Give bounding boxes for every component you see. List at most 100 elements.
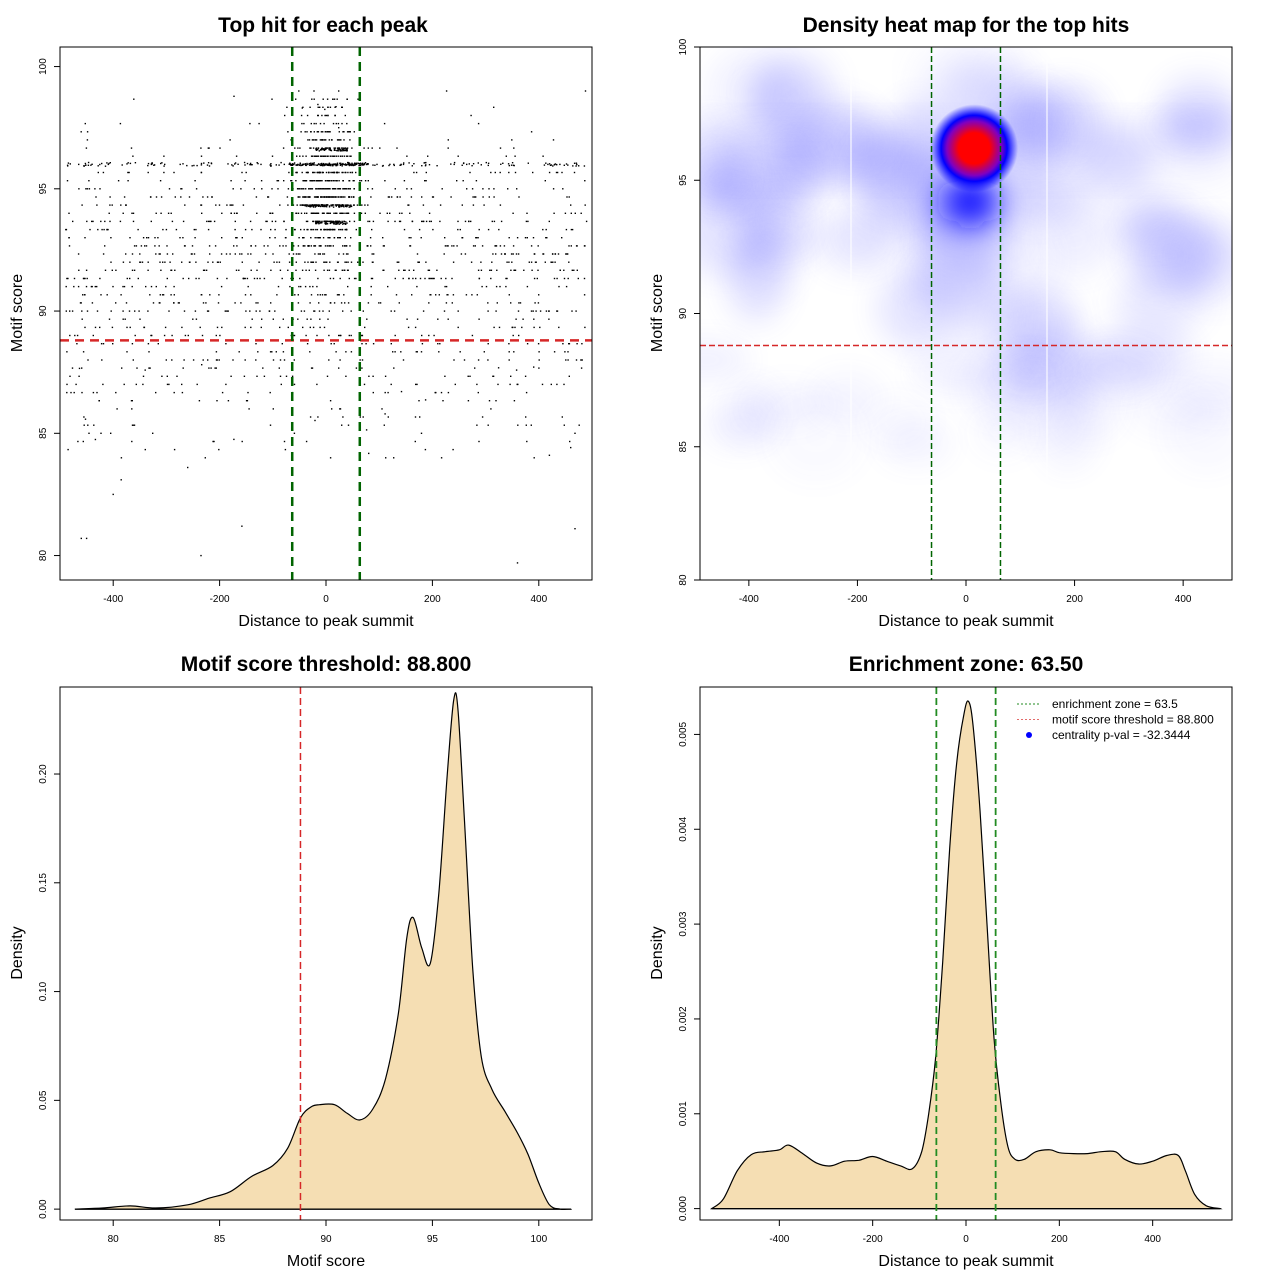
data-point [317,294,319,296]
data-point [84,294,86,296]
data-point [326,98,329,100]
data-point [66,351,68,353]
data-point [69,163,71,165]
data-point [554,261,556,263]
data-point [565,359,567,361]
data-point [293,432,296,434]
data-point [84,162,87,165]
data-point [182,220,185,223]
data-point [262,367,264,369]
data-point [524,375,527,377]
data-point [77,253,80,255]
data-point [553,212,555,214]
data-point [282,351,285,353]
data-point [327,155,329,157]
data-point [570,245,572,247]
data-point [508,164,510,167]
data-point [173,294,175,296]
data-point [332,228,334,231]
data-point [162,261,164,263]
data-point [408,237,410,239]
data-point [261,188,263,190]
data-point [338,131,340,133]
data-point [128,310,131,312]
data-point [286,106,288,108]
x-tick-label: -400 [769,1234,789,1245]
data-point [492,253,494,255]
data-point [125,253,127,255]
data-point [447,294,449,296]
data-point [298,285,300,288]
data-point [321,180,323,182]
data-point [234,162,237,164]
data-point [265,220,267,223]
data-point [78,375,80,377]
data-point [512,334,514,337]
data-point [427,155,429,157]
data-point [319,204,321,206]
data-point [245,400,248,402]
data-point [339,237,341,239]
data-point [319,155,322,157]
data-point [440,391,443,394]
data-point [460,253,463,255]
data-point [583,165,586,167]
data-point [314,155,316,157]
data-point [297,302,300,304]
data-point [339,188,342,190]
data-point [299,188,301,190]
data-point [256,269,258,271]
data-point [421,343,424,345]
data-point [276,294,278,296]
data-point [530,131,533,133]
data-point [324,196,326,198]
data-point [563,164,565,166]
data-point [310,318,312,320]
data-point [390,343,392,345]
y-axis-label: Motif score [649,274,666,352]
data-point [250,326,252,329]
data-point [346,98,348,100]
data-point [119,122,122,125]
data-point [566,253,568,255]
data-point [309,302,311,304]
data-point [86,277,88,280]
data-point [487,228,490,231]
data-point [246,277,249,280]
data-point [415,171,418,174]
y-tick-label: 0.000 [678,1196,689,1221]
data-point [547,163,549,166]
data-point [292,163,294,165]
data-point [564,212,567,214]
data-point [330,343,332,345]
data-point [70,391,72,394]
data-point [259,277,261,280]
data-point [447,147,449,149]
data-point [86,310,89,312]
data-point [67,277,69,280]
data-point [131,343,134,345]
chart-title: Top hit for each peak [218,14,428,37]
data-point [403,180,406,182]
data-point [338,147,340,149]
data-point [472,163,475,165]
data-point [337,139,340,141]
data-point [270,165,272,167]
data-point [232,188,234,190]
data-point [342,147,344,149]
data-point [432,277,434,280]
data-point [325,222,327,224]
data-point [181,188,183,190]
data-point [341,220,343,223]
data-point [328,228,331,231]
density-blob [1126,386,1220,435]
data-point [319,326,321,329]
data-point [202,302,205,304]
data-point [401,212,403,214]
data-point [422,310,425,312]
data-point [329,457,332,459]
data-point [195,277,197,280]
data-point [73,285,75,288]
data-point [299,277,301,280]
